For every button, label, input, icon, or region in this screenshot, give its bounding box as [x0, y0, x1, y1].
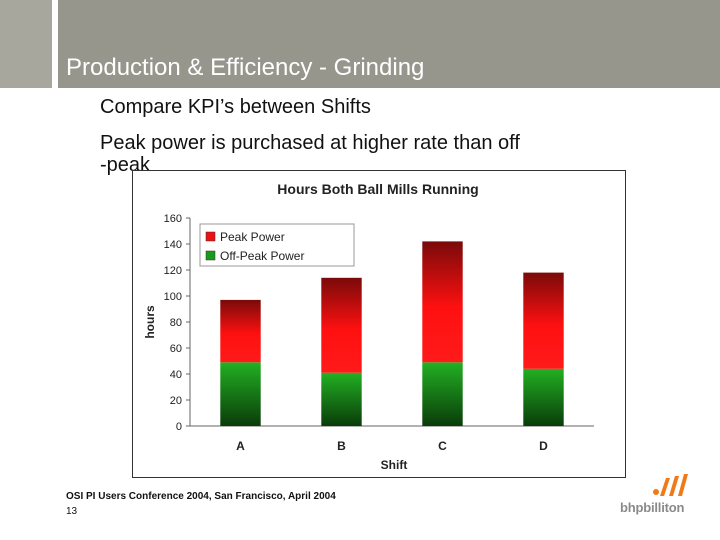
- y-tick-label: 20: [170, 395, 182, 407]
- bar-peak-power-b: [321, 277, 362, 373]
- y-tick-label: 40: [170, 369, 182, 381]
- bullet-peak-power: Peak power is purchased at higher rate t…: [100, 132, 520, 154]
- bar-peak-power-a: [220, 299, 261, 363]
- x-axis-label: Shift: [381, 458, 408, 472]
- y-tick-label: 160: [164, 213, 182, 225]
- y-axis-label: hours: [143, 305, 157, 339]
- y-tick-label: 100: [164, 291, 182, 303]
- y-tick-label: 120: [164, 265, 182, 277]
- x-tick-label-d: D: [539, 439, 548, 453]
- x-tick-label-c: C: [438, 439, 447, 453]
- footer-conference: OSI PI Users Conference 2004, San Franci…: [66, 491, 336, 502]
- bar-off-peak-power-b: [321, 372, 362, 426]
- bullet-compare-kpi: Compare KPI’s between Shifts: [100, 96, 371, 118]
- x-tick-label-b: B: [337, 439, 346, 453]
- header-bar: Production & Efficiency - Grinding: [0, 0, 720, 88]
- y-tick-label: 80: [170, 317, 182, 329]
- y-tick-label: 0: [176, 421, 182, 433]
- legend-box: [199, 223, 355, 267]
- legend-label-peak-power: Peak Power: [220, 230, 285, 244]
- header-divider: [52, 0, 58, 88]
- bar-peak-power-c: [422, 241, 463, 363]
- x-tick-labels: A B C D: [236, 439, 548, 453]
- y-tick-label: 140: [164, 239, 182, 251]
- legend-swatch-peak-power: [205, 231, 216, 242]
- bar-off-peak-power-c: [422, 362, 463, 426]
- logo-text: bhpbilliton: [620, 500, 685, 515]
- slide-title: Production & Efficiency - Grinding: [66, 54, 425, 81]
- y-tick-label: 60: [170, 343, 182, 355]
- bar-chart: Hours Both Ball Mills Running hours Shif…: [132, 170, 626, 478]
- y-ticks: 0 20 40 60 80 100 120 140 160: [164, 213, 190, 433]
- chart-title: Hours Both Ball Mills Running: [277, 181, 478, 197]
- page-number: 13: [66, 506, 78, 517]
- bar-off-peak-power-a: [220, 362, 261, 426]
- bars: [220, 241, 564, 426]
- x-tick-label-a: A: [236, 439, 245, 453]
- legend-swatch-off-peak-power: [205, 250, 216, 261]
- bhp-logo-icon: [653, 474, 688, 496]
- header-stripe: [0, 0, 52, 88]
- legend-label-off-peak-power: Off-Peak Power: [220, 249, 304, 263]
- legend: Peak Power Off-Peak Power: [199, 223, 355, 267]
- bar-off-peak-power-d: [523, 368, 564, 426]
- bar-peak-power-d: [523, 272, 564, 369]
